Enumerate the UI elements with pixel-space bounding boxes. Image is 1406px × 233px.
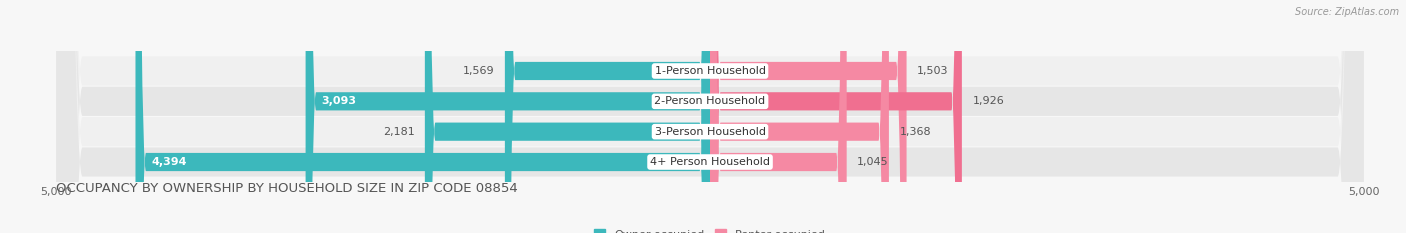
- Legend: Owner-occupied, Renter-occupied: Owner-occupied, Renter-occupied: [589, 225, 831, 233]
- FancyBboxPatch shape: [56, 0, 1364, 233]
- FancyBboxPatch shape: [56, 0, 1364, 233]
- Text: 1,926: 1,926: [973, 96, 1004, 106]
- FancyBboxPatch shape: [710, 0, 846, 233]
- Text: 1,503: 1,503: [917, 66, 949, 76]
- Text: 4,394: 4,394: [152, 157, 187, 167]
- FancyBboxPatch shape: [710, 0, 907, 233]
- Text: 1,368: 1,368: [900, 127, 931, 137]
- Text: Source: ZipAtlas.com: Source: ZipAtlas.com: [1295, 7, 1399, 17]
- FancyBboxPatch shape: [710, 0, 889, 233]
- FancyBboxPatch shape: [710, 0, 962, 233]
- FancyBboxPatch shape: [135, 0, 710, 233]
- Text: 2,181: 2,181: [382, 127, 415, 137]
- FancyBboxPatch shape: [505, 0, 710, 233]
- Text: 4+ Person Household: 4+ Person Household: [650, 157, 770, 167]
- Text: 3-Person Household: 3-Person Household: [655, 127, 765, 137]
- Text: 3,093: 3,093: [322, 96, 356, 106]
- FancyBboxPatch shape: [305, 0, 710, 233]
- Text: 1,569: 1,569: [463, 66, 495, 76]
- FancyBboxPatch shape: [56, 0, 1364, 233]
- Text: OCCUPANCY BY OWNERSHIP BY HOUSEHOLD SIZE IN ZIP CODE 08854: OCCUPANCY BY OWNERSHIP BY HOUSEHOLD SIZE…: [56, 182, 517, 195]
- Text: 1-Person Household: 1-Person Household: [655, 66, 765, 76]
- Text: 1,045: 1,045: [858, 157, 889, 167]
- FancyBboxPatch shape: [56, 0, 1364, 233]
- Text: 2-Person Household: 2-Person Household: [654, 96, 766, 106]
- FancyBboxPatch shape: [425, 0, 710, 233]
